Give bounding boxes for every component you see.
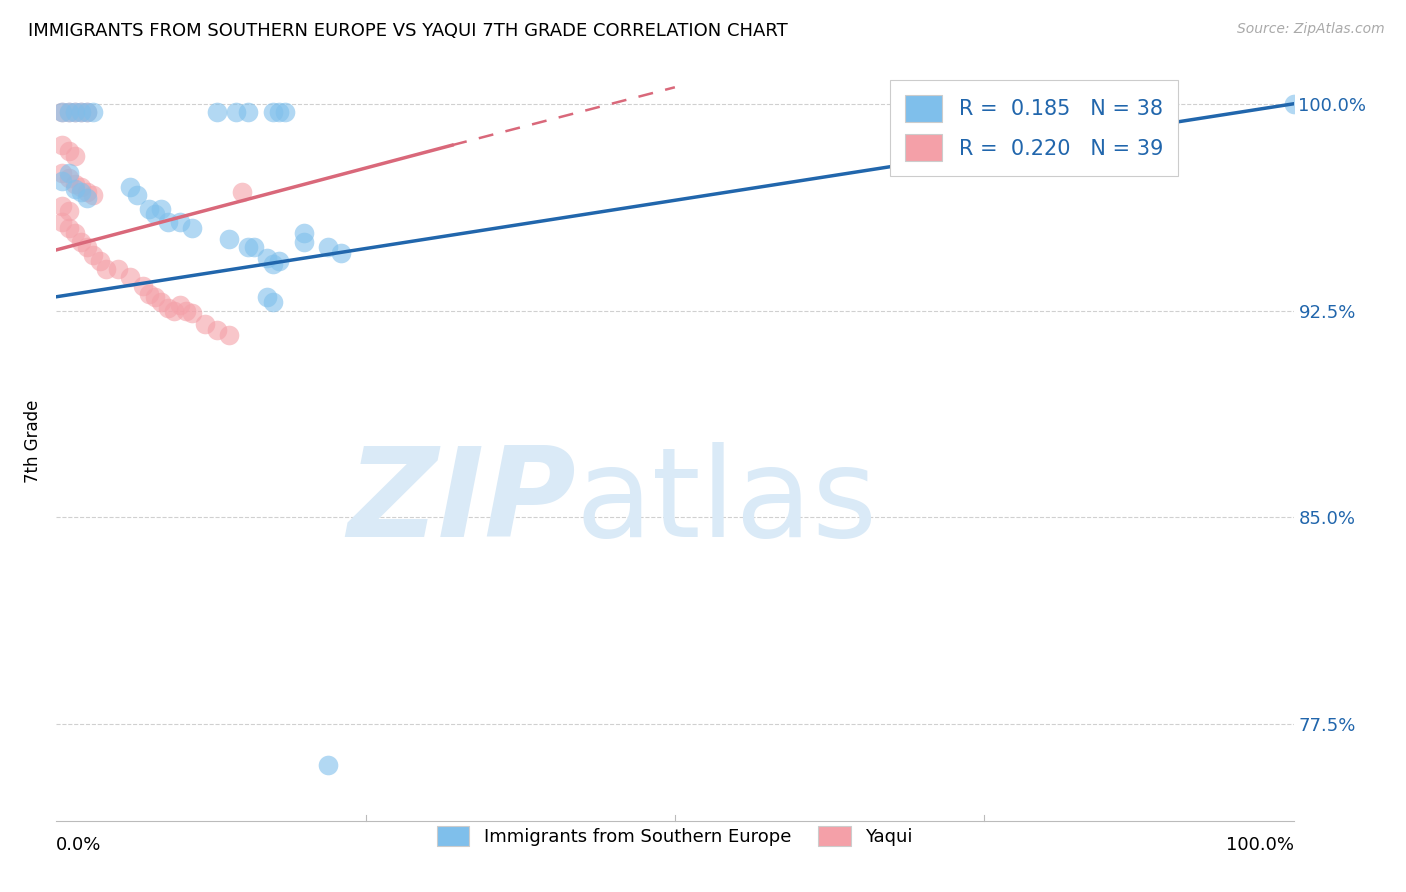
Point <box>51 215 73 229</box>
Point <box>51 199 73 213</box>
Point <box>51 138 73 153</box>
Point <box>267 105 290 120</box>
Legend: Immigrants from Southern Europe, Yaqui: Immigrants from Southern Europe, Yaqui <box>430 819 920 854</box>
Point <box>132 278 155 293</box>
Text: ZIP: ZIP <box>347 442 576 563</box>
Point <box>58 204 80 219</box>
Point <box>218 232 240 246</box>
Point <box>70 179 93 194</box>
Point <box>256 290 278 304</box>
Y-axis label: 7th Grade: 7th Grade <box>24 400 42 483</box>
Text: 100.0%: 100.0% <box>1226 836 1294 854</box>
Text: Source: ZipAtlas.com: Source: ZipAtlas.com <box>1237 22 1385 37</box>
Point <box>292 235 315 249</box>
Point <box>51 105 73 120</box>
Point <box>58 144 80 158</box>
Point <box>169 215 191 229</box>
Text: 0.0%: 0.0% <box>56 836 101 854</box>
Point <box>1282 96 1305 111</box>
Point <box>138 287 160 301</box>
Point <box>318 758 340 772</box>
Point <box>76 190 98 204</box>
Point <box>236 105 259 120</box>
Point <box>218 328 240 343</box>
Point <box>58 105 80 120</box>
Point <box>58 220 80 235</box>
Point <box>120 179 142 194</box>
Point <box>70 105 93 120</box>
Point <box>225 105 247 120</box>
Point <box>107 262 129 277</box>
Point <box>138 202 160 216</box>
Point <box>58 105 80 120</box>
Point <box>143 207 166 221</box>
Point <box>205 323 228 337</box>
Point <box>150 202 173 216</box>
Point <box>163 303 186 318</box>
Point <box>58 166 80 180</box>
Point <box>181 306 204 320</box>
Point <box>63 177 86 191</box>
Point <box>205 105 228 120</box>
Point <box>231 185 253 199</box>
Point <box>51 166 73 180</box>
Point <box>51 105 73 120</box>
Point <box>94 262 117 277</box>
Point <box>156 215 179 229</box>
Point <box>181 220 204 235</box>
Text: atlas: atlas <box>576 442 877 563</box>
Point <box>143 290 166 304</box>
Point <box>236 240 259 254</box>
Point <box>76 185 98 199</box>
Point <box>82 105 104 120</box>
Point <box>89 254 111 268</box>
Point <box>256 251 278 265</box>
Point <box>76 105 98 120</box>
Point <box>262 257 284 271</box>
Point <box>58 171 80 186</box>
Point <box>292 227 315 241</box>
Point <box>156 301 179 315</box>
Point <box>262 105 284 120</box>
Point <box>267 254 290 268</box>
Point <box>70 105 93 120</box>
Point <box>63 105 86 120</box>
Point <box>318 240 340 254</box>
Point <box>194 318 217 332</box>
Point <box>329 245 352 260</box>
Point <box>76 105 98 120</box>
Point <box>51 174 73 188</box>
Point <box>243 240 266 254</box>
Point <box>82 248 104 262</box>
Point <box>63 149 86 163</box>
Point <box>82 187 104 202</box>
Point <box>262 295 284 310</box>
Point <box>150 295 173 310</box>
Text: IMMIGRANTS FROM SOUTHERN EUROPE VS YAQUI 7TH GRADE CORRELATION CHART: IMMIGRANTS FROM SOUTHERN EUROPE VS YAQUI… <box>28 22 787 40</box>
Point <box>169 298 191 312</box>
Point <box>76 240 98 254</box>
Point <box>63 105 86 120</box>
Point <box>70 235 93 249</box>
Point <box>125 187 148 202</box>
Point <box>174 303 197 318</box>
Point <box>63 182 86 196</box>
Point <box>120 270 142 285</box>
Point <box>70 185 93 199</box>
Point <box>274 105 297 120</box>
Point <box>63 227 86 241</box>
